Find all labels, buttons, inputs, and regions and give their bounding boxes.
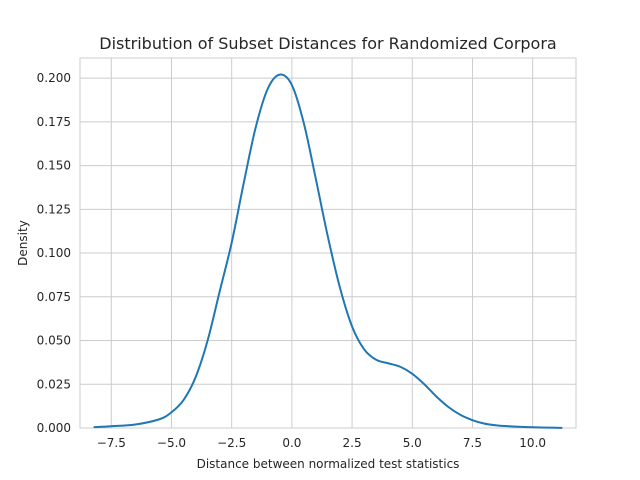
y-tick-label: 0.175 (37, 115, 71, 129)
y-tick-label: 0.100 (37, 246, 71, 260)
y-tick-label: 0.125 (37, 202, 71, 216)
x-tick-label: −5.0 (157, 436, 186, 450)
y-tick-label: 0.000 (37, 421, 71, 435)
x-tick-label: −2.5 (217, 436, 246, 450)
y-tick-label: 0.025 (37, 377, 71, 391)
x-tick-label: 10.0 (519, 436, 546, 450)
chart-title: Distribution of Subset Distances for Ran… (99, 34, 556, 53)
x-tick-label: 7.5 (463, 436, 482, 450)
y-tick-labels: 0.000 0.025 0.050 0.075 0.100 0.125 0.150 0.175… (37, 71, 71, 435)
x-tick-label: 2.5 (343, 436, 362, 450)
grid-lines (80, 58, 576, 429)
density-curve (93, 73, 563, 429)
plot-area-frame (79, 57, 577, 429)
y-tick-label: 0.050 (37, 334, 71, 348)
y-axis-label: Density (16, 220, 30, 266)
x-axis-label: Distance between normalized test statist… (197, 457, 460, 471)
x-tick-label: −7.5 (97, 436, 126, 450)
y-tick-label: 0.075 (37, 290, 71, 304)
x-tick-labels: −7.5 −5.0 −2.5 0.0 2.5 5.0 7.5 10.0 (97, 436, 546, 450)
x-tick-label: 0.0 (282, 436, 301, 450)
y-tick-label: 0.200 (37, 71, 71, 85)
y-tick-label: 0.150 (37, 159, 71, 173)
x-tick-label: 5.0 (403, 436, 422, 450)
